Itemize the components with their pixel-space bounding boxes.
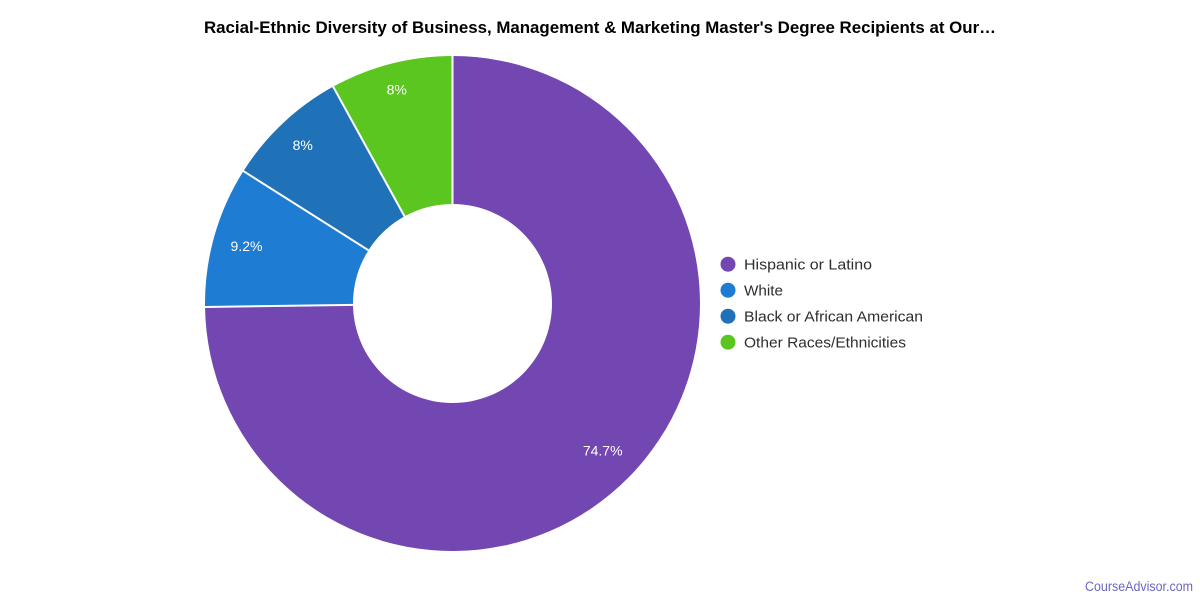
svg-text:White: White xyxy=(744,283,783,300)
svg-text:Black or African American: Black or African American xyxy=(744,309,923,326)
svg-text:74.7%: 74.7% xyxy=(583,443,623,459)
svg-text:Racial-Ethnic Diversity of Bus: Racial-Ethnic Diversity of Business, Man… xyxy=(204,19,996,37)
svg-text:8%: 8% xyxy=(387,82,407,98)
svg-text:Hispanic or Latino: Hispanic or Latino xyxy=(744,257,872,274)
svg-text:Other Races/Ethnicities: Other Races/Ethnicities xyxy=(744,335,906,352)
svg-text:8%: 8% xyxy=(293,137,313,153)
svg-text:CourseAdvisor.com: CourseAdvisor.com xyxy=(1085,579,1193,594)
svg-text:9.2%: 9.2% xyxy=(231,238,263,254)
